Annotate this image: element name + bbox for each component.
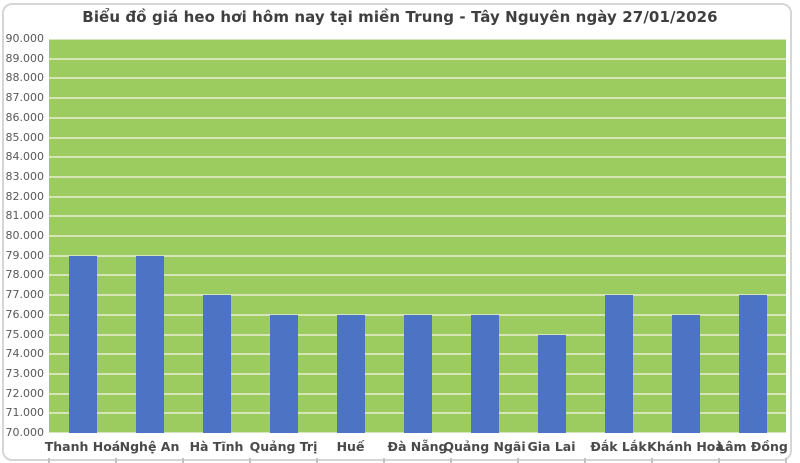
x-axis-label: Đà Nẵng: [387, 439, 448, 454]
x-axis-label: Huế: [336, 439, 365, 454]
y-axis-tick-label: 77.000: [5, 288, 45, 302]
y-axis-tick-label: 75.000: [5, 327, 45, 341]
gridline: [49, 175, 786, 178]
chart-title: Biểu đồ giá heo hơi hôm nay tại miền Tru…: [82, 8, 718, 26]
x-axis-label: Khánh Hoà: [647, 439, 724, 454]
bar-Lâm Đồng: [738, 295, 767, 433]
gridline: [49, 274, 786, 277]
gridline: [49, 39, 786, 40]
gridline: [49, 57, 786, 60]
gridline: [49, 116, 786, 119]
bar-Nghệ An: [135, 255, 164, 433]
chart-border: [2, 3, 792, 461]
y-axis-tick-label: 73.000: [5, 366, 45, 380]
x-axis-label: Gia Lai: [527, 439, 576, 454]
y-axis-tick-label: 79.000: [5, 248, 45, 262]
gridline: [49, 136, 786, 139]
x-axis-label: Quảng Trị: [249, 439, 318, 454]
bar-Gia Lai: [537, 334, 566, 433]
y-axis-tick-label: 81.000: [5, 209, 45, 223]
x-axis-label: Quảng Ngãi: [443, 439, 526, 454]
y-axis-tick-label: 71.000: [5, 406, 45, 420]
bar-Đà Nẵng: [403, 314, 432, 433]
gridline: [49, 156, 786, 159]
x-axis-label: Thanh Hoá: [44, 439, 121, 454]
bar-Đắk Lắk: [604, 295, 633, 433]
gridline: [49, 195, 786, 198]
gridline: [49, 254, 786, 257]
axis-tick: [316, 458, 318, 463]
bar-Khánh Hoà: [671, 314, 700, 433]
y-axis-tick-label: 89.000: [5, 51, 45, 65]
y-axis-tick-label: 80.000: [5, 229, 45, 242]
axis-tick: [785, 458, 787, 463]
axis-tick: [584, 458, 586, 463]
y-axis-tick-label: 70.000: [5, 426, 45, 439]
x-axis-label: Đắk Lắk: [590, 439, 647, 454]
gridline: [49, 97, 786, 100]
axis-tick: [651, 458, 653, 463]
axis-tick: [182, 458, 184, 463]
axis-tick: [718, 458, 720, 463]
y-axis-tick-label: 72.000: [5, 386, 45, 400]
axis-tick: [249, 458, 251, 463]
gridline: [49, 235, 786, 237]
y-axis-tick-label: 78.000: [5, 268, 45, 282]
y-axis-tick-label: 85.000: [5, 130, 45, 144]
axis-tick: [115, 458, 117, 463]
plot-area: [49, 39, 786, 433]
gridline: [49, 294, 786, 297]
y-axis-tick-label: 76.000: [5, 307, 45, 321]
axis-tick: [517, 458, 519, 463]
y-axis-tick-label: 88.000: [5, 71, 45, 85]
axis-tick: [450, 458, 452, 463]
bar-Hà Tĩnh: [202, 295, 231, 433]
x-axis-label: Nghệ An: [119, 439, 180, 454]
gridline: [49, 215, 786, 218]
bar-Quảng Trị: [269, 314, 298, 433]
bar-Thanh Hoá: [68, 255, 97, 433]
axis-tick: [48, 458, 50, 463]
y-axis-tick-label: 87.000: [5, 91, 45, 105]
y-axis-tick-label: 74.000: [5, 347, 45, 361]
gridline: [49, 77, 786, 80]
bar-Huế: [336, 314, 365, 433]
y-axis-tick-label: 86.000: [5, 110, 45, 124]
y-axis-tick-label: 83.000: [5, 169, 45, 183]
y-axis-tick-label: 84.000: [5, 150, 45, 164]
bar-Quảng Ngãi: [470, 314, 499, 433]
y-axis-tick-label: 90.000: [5, 32, 45, 45]
x-axis-label: Hà Tĩnh: [189, 439, 244, 454]
x-axis-label: Lâm Đồng: [717, 439, 788, 454]
y-axis-tick-label: 82.000: [5, 189, 45, 203]
axis-tick: [383, 458, 385, 463]
